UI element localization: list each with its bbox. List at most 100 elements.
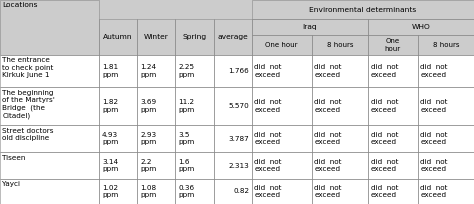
Bar <box>368 179 418 204</box>
Bar <box>311 179 368 204</box>
Bar <box>175 179 213 204</box>
Text: 1.81
ppm: 1.81 ppm <box>102 64 118 78</box>
Bar <box>137 125 175 152</box>
Text: 1.02
ppm: 1.02 ppm <box>102 185 118 198</box>
Bar <box>0 87 99 125</box>
Bar <box>175 87 213 125</box>
Bar <box>137 87 175 125</box>
Bar <box>213 19 252 55</box>
Bar <box>213 55 252 87</box>
Bar <box>137 125 175 152</box>
Text: 8 hours: 8 hours <box>327 42 353 48</box>
Bar <box>213 125 252 152</box>
Bar <box>252 19 368 35</box>
Bar <box>175 152 213 179</box>
Text: 1.08
ppm: 1.08 ppm <box>140 185 156 198</box>
Text: One hour: One hour <box>265 42 298 48</box>
Text: did  not
exceed: did not exceed <box>420 132 448 145</box>
Bar <box>252 55 311 87</box>
Bar <box>99 19 137 55</box>
Bar <box>368 35 418 55</box>
Bar <box>311 125 368 152</box>
Bar <box>0 152 99 179</box>
Bar <box>311 179 368 204</box>
Bar <box>311 87 368 125</box>
Bar <box>137 19 175 55</box>
Text: Yayci: Yayci <box>2 181 20 187</box>
Bar <box>0 0 99 55</box>
Bar <box>252 87 311 125</box>
Bar <box>252 179 311 204</box>
Bar <box>311 152 368 179</box>
Bar <box>252 0 474 19</box>
Bar <box>99 55 137 87</box>
Text: did  not
exceed: did not exceed <box>420 64 448 78</box>
Text: 8 hours: 8 hours <box>433 42 459 48</box>
Bar <box>252 0 474 19</box>
Bar <box>99 87 137 125</box>
Text: 1.24
ppm: 1.24 ppm <box>140 64 156 78</box>
Text: 4.93
ppm: 4.93 ppm <box>102 132 118 145</box>
Text: Autumn: Autumn <box>103 34 133 40</box>
Bar <box>175 152 213 179</box>
Bar <box>252 152 311 179</box>
Bar <box>99 152 137 179</box>
Bar <box>311 152 368 179</box>
Bar <box>137 19 175 55</box>
Text: did  not
exceed: did not exceed <box>371 159 398 172</box>
Bar <box>99 179 137 204</box>
Bar <box>99 55 137 87</box>
Text: 3.69
ppm: 3.69 ppm <box>140 99 156 113</box>
Text: Locations: Locations <box>2 2 37 8</box>
Bar <box>368 55 418 87</box>
Bar <box>252 87 311 125</box>
Bar <box>137 179 175 204</box>
Bar <box>311 87 368 125</box>
Text: did  not
exceed: did not exceed <box>314 99 342 113</box>
Text: did  not
exceed: did not exceed <box>314 64 342 78</box>
Text: did  not
exceed: did not exceed <box>314 132 342 145</box>
Bar <box>137 152 175 179</box>
Bar <box>0 179 99 204</box>
Bar <box>368 179 418 204</box>
Bar <box>0 0 99 55</box>
Text: did  not
exceed: did not exceed <box>255 185 282 198</box>
Bar <box>311 55 368 87</box>
Bar <box>418 125 474 152</box>
Bar <box>368 125 418 152</box>
Text: 1.82
ppm: 1.82 ppm <box>102 99 118 113</box>
Bar <box>213 179 252 204</box>
Bar <box>368 125 418 152</box>
Bar <box>137 152 175 179</box>
Bar <box>99 179 137 204</box>
Text: did  not
exceed: did not exceed <box>255 132 282 145</box>
Bar <box>368 19 474 35</box>
Bar <box>213 87 252 125</box>
Bar <box>368 87 418 125</box>
Bar <box>99 19 137 55</box>
Bar <box>418 35 474 55</box>
Bar <box>418 87 474 125</box>
Bar <box>99 152 137 179</box>
Bar <box>418 152 474 179</box>
Bar <box>418 55 474 87</box>
Bar <box>368 152 418 179</box>
Bar <box>137 179 175 204</box>
Text: did  not
exceed: did not exceed <box>371 99 398 113</box>
Text: 3.5
ppm: 3.5 ppm <box>178 132 194 145</box>
Bar <box>418 87 474 125</box>
Bar <box>213 19 252 55</box>
Text: did  not
exceed: did not exceed <box>371 132 398 145</box>
Bar <box>418 35 474 55</box>
Bar <box>175 19 213 55</box>
Bar <box>213 152 252 179</box>
Bar <box>175 125 213 152</box>
Bar <box>0 125 99 152</box>
Text: 0.82: 0.82 <box>233 188 249 194</box>
Bar <box>368 152 418 179</box>
Bar <box>311 35 368 55</box>
Text: Tiseen: Tiseen <box>2 154 26 161</box>
Bar <box>175 125 213 152</box>
Bar <box>311 55 368 87</box>
Bar <box>311 35 368 55</box>
